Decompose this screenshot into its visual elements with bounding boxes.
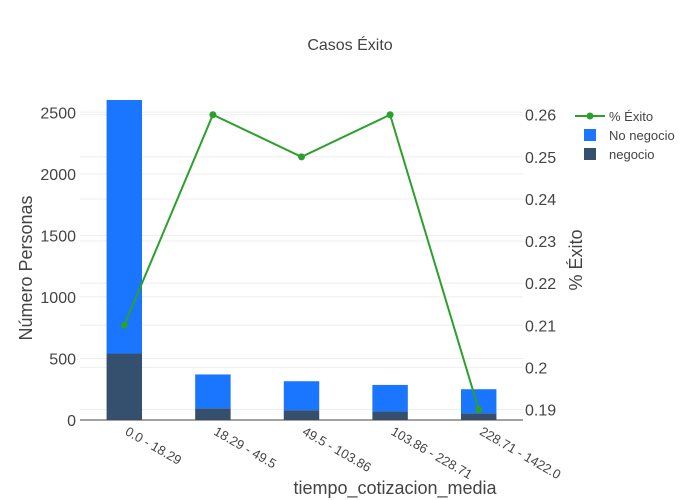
y2-tick-label: 0.21: [525, 318, 556, 335]
legend-symbol-negocio: [584, 148, 596, 160]
legend-label[interactable]: negocio: [609, 147, 655, 162]
x-tick-label: 18.29 - 49.5: [211, 424, 279, 472]
y2-tick-label: 0.26: [525, 108, 556, 125]
bar-negocio: [460, 413, 497, 420]
y-tick-label: 2000: [40, 167, 76, 184]
bar-no-negocio: [283, 381, 320, 411]
bar-negocio: [195, 408, 231, 420]
y-tick-label: 500: [49, 351, 76, 368]
bar-negocio: [283, 410, 320, 420]
y2-tick-label: 0.23: [525, 234, 556, 251]
legend-symbol-no-negocio: [584, 129, 596, 141]
line-point: [298, 153, 305, 161]
line-series: [120, 111, 483, 413]
y2-axis-ticks: 0.19 0.2 0.21 0.22 0.23 0.24 0.25 0.26: [525, 108, 556, 420]
y2-tick-label: 0.24: [525, 192, 556, 209]
y-tick-label: 1500: [40, 228, 76, 245]
y-tick-label: 0: [67, 413, 76, 430]
x-axis-title: tiempo_cotizacion_media: [293, 478, 497, 499]
y2-tick-label: 0.22: [525, 276, 556, 293]
y-axis-title: Número Personas: [16, 195, 36, 340]
bar-no-negocio: [372, 384, 408, 412]
x-tick-label: 49.5 - 103.86: [300, 424, 374, 475]
x-axis-ticks: 0.0 - 18.29 18.29 - 49.5 49.5 - 103.86 103.…: [123, 424, 564, 483]
line-point: [209, 111, 217, 119]
line-point: [386, 111, 394, 119]
x-tick-label: 103.86 - 228.71: [389, 424, 475, 483]
y2-axis-title: % Éxito: [566, 229, 586, 290]
y2-tick-label: 0.19: [525, 402, 556, 419]
legend: % Éxito No negocio negocio: [575, 109, 675, 162]
bar-no-negocio: [195, 374, 231, 409]
legend-label[interactable]: % Éxito: [609, 109, 653, 124]
bars: [106, 100, 497, 420]
x-tick-label: 0.0 - 18.29: [123, 424, 184, 468]
bar-negocio: [372, 411, 408, 420]
y2-tick-label: 0.2: [525, 360, 547, 377]
bar-no-negocio: [106, 100, 143, 354]
bar-negocio: [106, 353, 143, 420]
line-point: [475, 405, 483, 413]
line-point: [120, 321, 128, 329]
legend-label[interactable]: No negocio: [609, 128, 675, 143]
legend-symbol-point: [586, 112, 594, 120]
x-tick-label: 228.71 - 1422.0: [477, 424, 563, 483]
y-axis-ticks: 0 500 1000 1500 2000 2500: [40, 105, 76, 430]
y2-tick-label: 0.25: [525, 150, 556, 167]
chart-title: Casos Éxito: [307, 35, 392, 54]
y-tick-label: 2500: [40, 105, 76, 122]
y-tick-label: 1000: [40, 290, 76, 307]
